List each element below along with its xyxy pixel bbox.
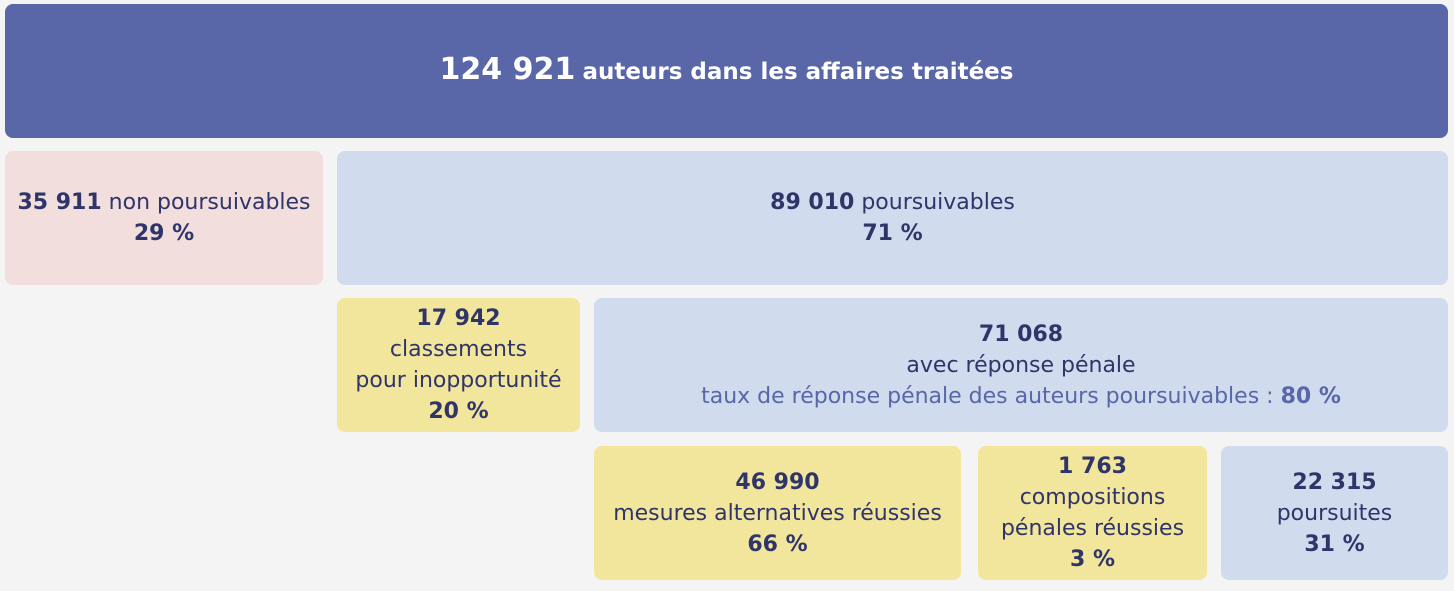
mesures-alternatives-value: 46 990 [735, 469, 820, 495]
compositions-box: 1 763 compositions pénales réussies 3 % [978, 446, 1207, 580]
mesures-alternatives-box: 46 990 mesures alternatives réussies 66 … [594, 446, 961, 580]
reponse-penale-rate: taux de réponse pénale des auteurs pours… [701, 381, 1341, 412]
total-authors-line: 124 921 auteurs dans les affaires traité… [440, 54, 1014, 88]
mesures-alternatives-label: mesures alternatives réussies [613, 500, 942, 526]
poursuites-value: 22 315 [1292, 469, 1377, 495]
classements-label-1: classements [389, 337, 528, 362]
compositions-pct: 3 % [1069, 547, 1115, 572]
reponse-penale-value: 71 068 [978, 321, 1064, 347]
poursuivables-line: 89 010 poursuivables [770, 187, 1015, 218]
compositions-label-1: compositions [1019, 485, 1166, 510]
non-poursuivables-box: 35 911 non poursuivables 29 % [5, 151, 323, 285]
total-authors-value: 124 921 [439, 52, 576, 87]
poursuivables-label: poursuivables [861, 190, 1015, 215]
poursuivables-pct: 71 % [862, 221, 923, 246]
mesures-alternatives-pct: 66 % [747, 531, 808, 557]
poursuites-label: poursuites [1276, 500, 1393, 526]
reponse-penale-rate-label: taux de réponse pénale des auteurs pours… [701, 383, 1274, 409]
classements-value: 17 942 [416, 306, 501, 331]
non-poursuivables-line: 35 911 non poursuivables [17, 187, 310, 218]
total-authors-box: 124 921 auteurs dans les affaires traité… [5, 4, 1448, 138]
poursuites-box: 22 315 poursuites 31 % [1221, 446, 1448, 580]
classements-box: 17 942 classements pour inopportunité 20… [337, 298, 580, 432]
non-poursuivables-pct: 29 % [133, 221, 195, 246]
non-poursuivables-label: non poursuivables [108, 190, 311, 215]
classements-label-2: pour inopportunité [355, 368, 562, 393]
reponse-penale-label: avec réponse pénale [906, 352, 1136, 378]
reponse-penale-box: 71 068 avec réponse pénale taux de répon… [594, 298, 1448, 432]
non-poursuivables-value: 35 911 [17, 190, 102, 215]
compositions-label-2: pénales réussies [1000, 516, 1185, 541]
total-authors-label: auteurs dans les affaires traitées [582, 59, 1014, 85]
reponse-penale-rate-value: 80 % [1280, 383, 1341, 409]
poursuivables-value: 89 010 [770, 190, 855, 215]
classements-pct: 20 % [428, 399, 489, 424]
compositions-value: 1 763 [1058, 454, 1127, 479]
poursuites-pct: 31 % [1304, 531, 1365, 557]
poursuivables-box: 89 010 poursuivables 71 % [337, 151, 1448, 285]
